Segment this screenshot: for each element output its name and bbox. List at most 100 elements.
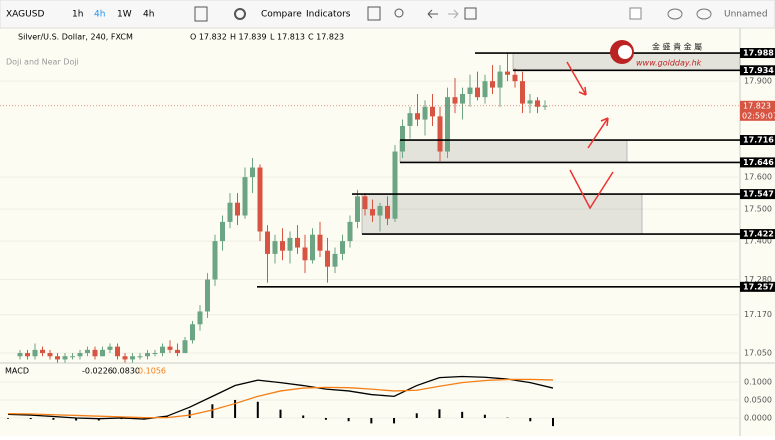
y-tick-label: 17.170 bbox=[744, 310, 772, 319]
candle-body bbox=[250, 168, 255, 178]
color-icon[interactable] bbox=[630, 8, 641, 19]
candle-body bbox=[205, 279, 210, 311]
candle-body bbox=[18, 353, 23, 356]
candle-body bbox=[93, 350, 98, 356]
candle-body bbox=[108, 347, 113, 350]
candle-body bbox=[48, 353, 53, 356]
candle-body bbox=[138, 356, 143, 357]
candle-body bbox=[213, 241, 218, 279]
symbol[interactable]: XAGUSD bbox=[6, 10, 44, 20]
histogram-bar bbox=[189, 410, 191, 418]
interval[interactable]: 4h bbox=[143, 10, 154, 20]
macd-title: MACD bbox=[5, 367, 29, 376]
candle-body bbox=[228, 203, 233, 222]
candle-body bbox=[160, 347, 165, 353]
histogram-bar bbox=[393, 418, 395, 423]
candle-body bbox=[468, 88, 473, 94]
candle-body bbox=[355, 196, 360, 222]
ohlc-low: L 17.813 bbox=[270, 33, 305, 42]
candle-body bbox=[295, 238, 300, 248]
histogram-bar bbox=[302, 415, 304, 418]
y-tick-label: 17.600 bbox=[744, 173, 772, 182]
histogram-bar bbox=[325, 418, 327, 420]
candle-body bbox=[423, 107, 428, 120]
y-tick-label: 0.0500 bbox=[744, 395, 772, 404]
candle-body bbox=[385, 206, 390, 219]
candle-body bbox=[123, 356, 128, 359]
candle-body bbox=[258, 168, 263, 232]
candle-body bbox=[70, 356, 75, 357]
candle-body bbox=[265, 232, 270, 254]
histogram-bar bbox=[416, 413, 418, 418]
histogram-bar bbox=[438, 409, 440, 418]
candle-body bbox=[310, 235, 315, 261]
interval[interactable]: 4h bbox=[94, 10, 105, 20]
candle-body bbox=[483, 81, 488, 97]
candle-body bbox=[78, 353, 83, 356]
logo-name: 金 盛 貴 金 屬 bbox=[652, 42, 702, 52]
histogram-bar bbox=[461, 412, 463, 418]
histogram-bar bbox=[30, 418, 32, 419]
candle-body bbox=[445, 97, 450, 151]
study-label: Doji and Near Doji bbox=[6, 58, 79, 67]
candle-body bbox=[55, 356, 60, 359]
candle-body bbox=[198, 311, 203, 324]
candle-body bbox=[513, 75, 518, 81]
candle-body bbox=[243, 177, 248, 215]
level-label: 17.988 bbox=[743, 49, 774, 58]
candle-body bbox=[528, 100, 533, 103]
level-label: 17.716 bbox=[743, 136, 774, 145]
ohlc-high: H 17.839 bbox=[230, 33, 267, 42]
candle-body bbox=[100, 350, 105, 356]
candle-body bbox=[183, 340, 188, 353]
histogram-bar bbox=[211, 404, 213, 418]
candle-body bbox=[235, 203, 240, 216]
current-price-label: 17.823 bbox=[743, 101, 771, 110]
candle-body bbox=[168, 347, 173, 350]
candle-body bbox=[145, 353, 150, 356]
macd-hist-value: -0.0226 bbox=[82, 367, 113, 376]
y-tick-label: 17.900 bbox=[744, 77, 772, 86]
interval[interactable]: 1h bbox=[72, 10, 83, 20]
candle-body bbox=[393, 152, 398, 219]
layout-name[interactable]: Unnamed bbox=[724, 10, 768, 20]
compare-button[interactable]: Compare bbox=[261, 10, 302, 20]
histogram-bar bbox=[370, 418, 372, 423]
candle-body bbox=[273, 241, 278, 254]
histogram-bar bbox=[7, 418, 9, 419]
candle-body bbox=[438, 116, 443, 151]
zone bbox=[400, 140, 627, 162]
candle-body bbox=[505, 72, 510, 75]
signal-value: 0.1056 bbox=[138, 367, 166, 376]
zone bbox=[362, 194, 642, 234]
logo-url: www.goldday.hk bbox=[636, 59, 702, 68]
level-label: 17.646 bbox=[743, 158, 774, 167]
level-label: 17.257 bbox=[743, 282, 774, 291]
candle-body bbox=[318, 235, 323, 251]
level-label: 17.934 bbox=[743, 66, 774, 75]
candle-body bbox=[348, 222, 353, 241]
candle-body bbox=[490, 81, 495, 87]
candle-body bbox=[453, 97, 458, 103]
candle-body bbox=[340, 241, 345, 254]
candle-body bbox=[175, 350, 180, 353]
candle-body bbox=[115, 347, 120, 357]
candle-body bbox=[370, 209, 375, 215]
level-label: 17.547 bbox=[743, 190, 774, 199]
y-tick-label: 17.050 bbox=[744, 349, 772, 358]
histogram-bar bbox=[552, 418, 554, 426]
candle-body bbox=[288, 238, 293, 251]
histogram-bar bbox=[52, 418, 54, 420]
ohlc-close: C 17.823 bbox=[308, 33, 344, 42]
histogram-bar bbox=[529, 418, 531, 421]
interval[interactable]: 1W bbox=[117, 10, 132, 20]
histogram-bar bbox=[348, 418, 350, 421]
y-tick-label: 17.500 bbox=[744, 205, 772, 214]
candle-body bbox=[25, 353, 30, 356]
candle-body bbox=[333, 254, 338, 267]
candle-body bbox=[130, 356, 135, 359]
candle-body bbox=[400, 126, 405, 152]
indicators-button[interactable]: Indicators bbox=[306, 10, 351, 20]
